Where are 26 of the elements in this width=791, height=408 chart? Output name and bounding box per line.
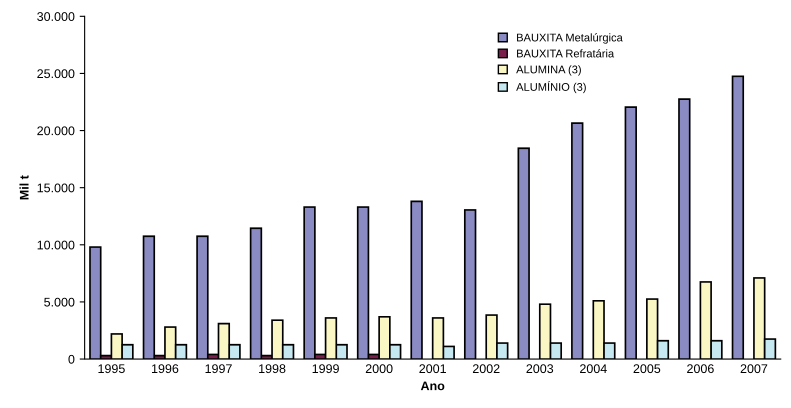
y-axis-title: Mil t	[19, 175, 29, 200]
legend-label: ALUMINA (3)	[516, 65, 581, 76]
x-tick-label: 2007	[740, 364, 768, 374]
x-tick-label: 2002	[472, 364, 500, 374]
x-tick-label: 1998	[259, 364, 286, 374]
x-tick-label: 1997	[206, 364, 232, 374]
y-tick-label: 20.000	[37, 126, 74, 136]
y-tick-label: 5.000	[44, 298, 74, 307]
y-tick-label: 30.000	[37, 12, 74, 21]
legend-label: BAUXITA Refratária	[517, 49, 614, 58]
x-tick-label: 2003	[526, 364, 554, 374]
legend-label: BAUXITA Metalúrgica	[517, 33, 623, 44]
x-tick-label: 2005	[634, 364, 660, 374]
x-axis-title: Ano	[420, 382, 444, 390]
y-tick-label: 0	[68, 354, 74, 364]
y-tick-label: 10.000	[38, 240, 74, 250]
x-tick-label: 1995	[98, 364, 125, 374]
x-tick-label: 1999	[312, 364, 339, 374]
x-tick-label: 2001	[419, 364, 446, 374]
x-tick-label: 2000	[366, 364, 393, 374]
x-tick-label: 2004	[580, 364, 607, 374]
x-tick-label: 2006	[687, 364, 714, 374]
y-tick-label: 25.000	[37, 69, 74, 78]
x-tick-label: 1996	[152, 364, 178, 374]
legend-label: ALUMÍNIO (3)	[516, 81, 586, 94]
y-tick-label: 15.000	[38, 183, 74, 192]
